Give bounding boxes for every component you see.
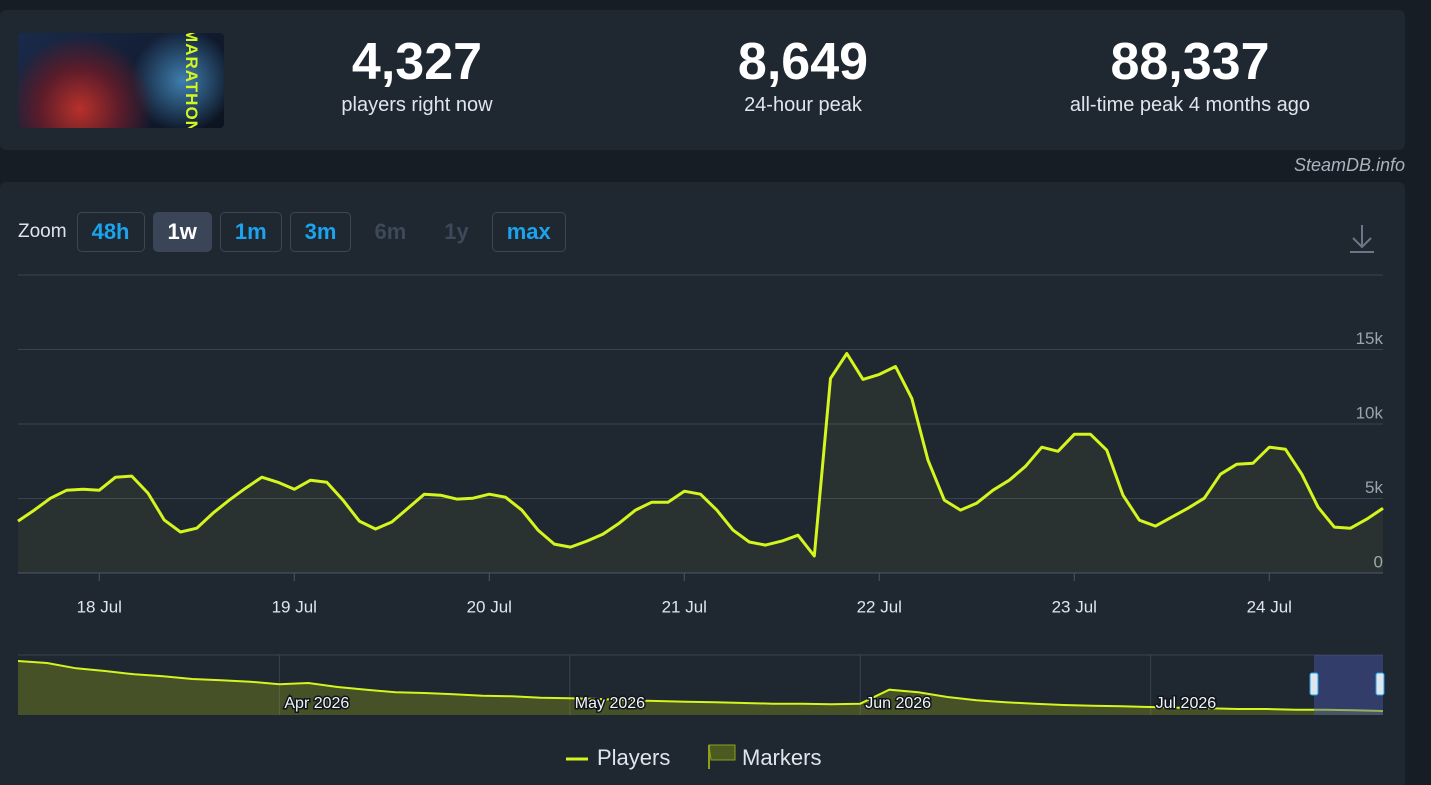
watermark[interactable]: SteamDB.info	[1293, 155, 1405, 175]
zoom-bar: Zoom 48h 1w 1m 3m 6m 1y max	[18, 212, 566, 252]
navigator-label: Jun 2026	[865, 695, 931, 712]
legend-label[interactable]: Players	[597, 745, 670, 770]
navigator-label: Jul 2026	[1156, 695, 1217, 712]
stat-value: 88,337	[1110, 33, 1270, 91]
area	[18, 353, 1383, 573]
zoom-button[interactable]: max	[491, 212, 566, 252]
zoom-label: Zoom	[18, 221, 67, 242]
x-tick-label: 20 Jul	[467, 597, 512, 616]
zoom-button[interactable]: 1w	[152, 212, 212, 252]
x-tick-label: 24 Jul	[1247, 597, 1292, 616]
navigator-label: May 2026	[575, 695, 645, 712]
navigator-label: Apr 2026	[284, 695, 349, 712]
navigator-line	[17, 660, 1384, 712]
zoom-button[interactable]: 1m	[219, 212, 282, 252]
stat: 88,337 all-time peak 4 months ago	[1010, 32, 1370, 118]
chart-panel	[0, 182, 1405, 785]
navigator-handle[interactable]	[1375, 672, 1385, 696]
y-tick-label: 5k	[1365, 478, 1383, 497]
x-tick-label: 19 Jul	[272, 597, 317, 616]
navigator-selection[interactable]	[1314, 655, 1383, 715]
stat-label: 24-hour peak	[744, 94, 862, 116]
stat-label: players right now	[341, 94, 493, 116]
game-logo[interactable]: MARATHON	[18, 33, 224, 128]
stat-value: 8,649	[737, 33, 869, 91]
line	[17, 352, 1384, 558]
x-tick-label: 22 Jul	[857, 597, 902, 616]
navigator-handle[interactable]	[1309, 672, 1319, 696]
stat: 4,327 players right now	[237, 32, 597, 118]
x-tick-label: 21 Jul	[662, 597, 707, 616]
zoom-button: 6m	[374, 219, 407, 244]
y-tick-label: 0	[1374, 552, 1383, 571]
download-button[interactable]	[1350, 225, 1374, 253]
y-tick-label: 10k	[1356, 403, 1384, 422]
x-tick-label: 23 Jul	[1052, 597, 1097, 616]
zoom-button: 1y	[444, 219, 469, 244]
y-tick-label: 15k	[1356, 329, 1384, 348]
legend-marker-icon	[708, 744, 736, 761]
zoom-button[interactable]: 3m	[289, 212, 352, 252]
x-tick-label: 18 Jul	[77, 597, 122, 616]
zoom-button[interactable]: 48h	[76, 212, 145, 252]
header-panel	[0, 10, 1405, 150]
navigator-area	[18, 661, 1383, 715]
legend-label[interactable]: Markers	[742, 745, 821, 770]
stat: 8,649 24-hour peak	[623, 32, 983, 118]
stat-value: 4,327	[351, 33, 483, 91]
stat-label: all-time peak 4 months ago	[1069, 94, 1311, 116]
